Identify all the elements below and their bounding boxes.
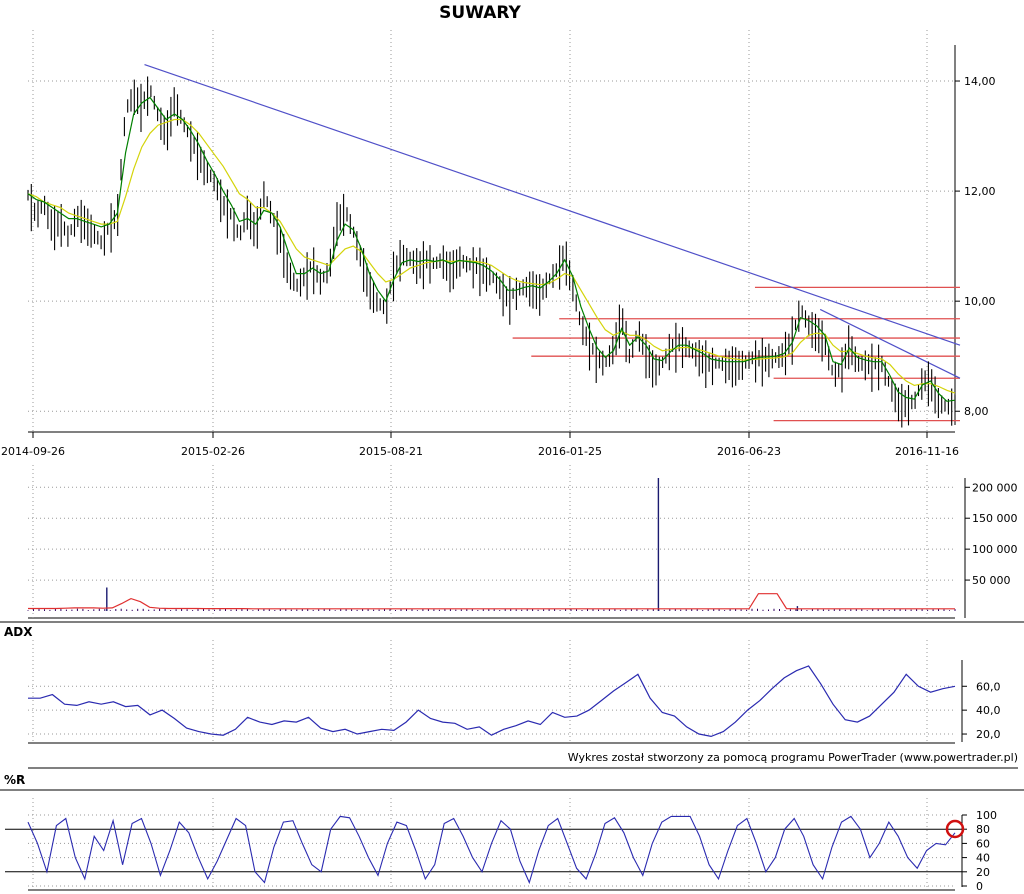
adx-gridlines [28, 640, 955, 743]
volume-average-line [28, 593, 955, 610]
adx-line [28, 665, 956, 738]
ytick-label-1: 80 [976, 823, 990, 836]
volume-gridlines [28, 465, 955, 618]
ytick-label-1: 12,00 [964, 185, 996, 198]
support-resistance-levels [512, 286, 960, 422]
chart-title: SUWARY [439, 3, 521, 23]
adx-label: ADX [4, 625, 33, 639]
ma-fast-line [27, 96, 956, 402]
date-label-0: 2014-09-26 [1, 445, 65, 458]
date-label-5: 2016-11-16 [895, 445, 959, 458]
signal-marker [945, 819, 965, 839]
date-label-3: 2016-01-25 [538, 445, 602, 458]
trend-line-0 [144, 63, 961, 346]
williams-r-line [27, 815, 956, 885]
ytick-label-0: 100 [976, 809, 997, 822]
price-y-ticks: 14,00 12,00 10,00 8,00 [955, 75, 996, 418]
ytick-label-1: 40,0 [976, 704, 1001, 717]
ytick-label-0: 60,0 [976, 680, 1001, 693]
ytick-label-3: 40 [976, 852, 990, 865]
date-x-ticks: 2014-09-26 2015-02-26 2015-08-21 2016-01-25… [1, 432, 959, 458]
williams-r-label: %R [4, 773, 25, 787]
ytick-label-0: 200 000 [972, 481, 1018, 494]
date-label-4: 2016-06-23 [717, 445, 781, 458]
trend-lines [144, 63, 961, 379]
price-gridlines [28, 30, 955, 432]
ytick-label-2: 100 000 [972, 543, 1018, 556]
ytick-label-0: 14,00 [964, 75, 996, 88]
ytick-label-4: 20 [976, 866, 990, 879]
ytick-label-5: 0 [976, 880, 983, 893]
williams-r-reference-lines [5, 828, 962, 873]
ytick-label-2: 60 [976, 837, 990, 850]
volume-panel: 200 000 150 000 100 000 50 000 [27, 465, 1018, 619]
price-panel: 14,00 12,00 10,00 8,00 2014-09-26 2015-02-26… [1, 30, 996, 458]
ytick-label-2: 20,0 [976, 728, 1001, 741]
ytick-label-2: 10,00 [964, 295, 996, 308]
ytick-label-3: 50 000 [972, 574, 1011, 587]
credit-text: Wykres został stworzony za pomocą progra… [568, 751, 1018, 764]
williams-r-gridlines [28, 798, 955, 890]
trend-line-1 [819, 308, 961, 379]
ytick-label-1: 150 000 [972, 512, 1018, 525]
date-label-1: 2015-02-26 [181, 445, 245, 458]
price-bars [27, 76, 956, 428]
volume-y-ticks: 200 000 150 000 100 000 50 000 [965, 481, 1018, 587]
volume-bars [27, 478, 956, 611]
adx-panel: ADX 60,0 40,0 20,0 [0, 621, 1024, 744]
date-label-2: 2015-08-21 [359, 445, 423, 458]
adx-y-ticks: 60,0 40,0 20,0 [962, 680, 1001, 741]
ytick-label-3: 8,00 [964, 405, 989, 418]
ma-slow-line [27, 118, 956, 394]
